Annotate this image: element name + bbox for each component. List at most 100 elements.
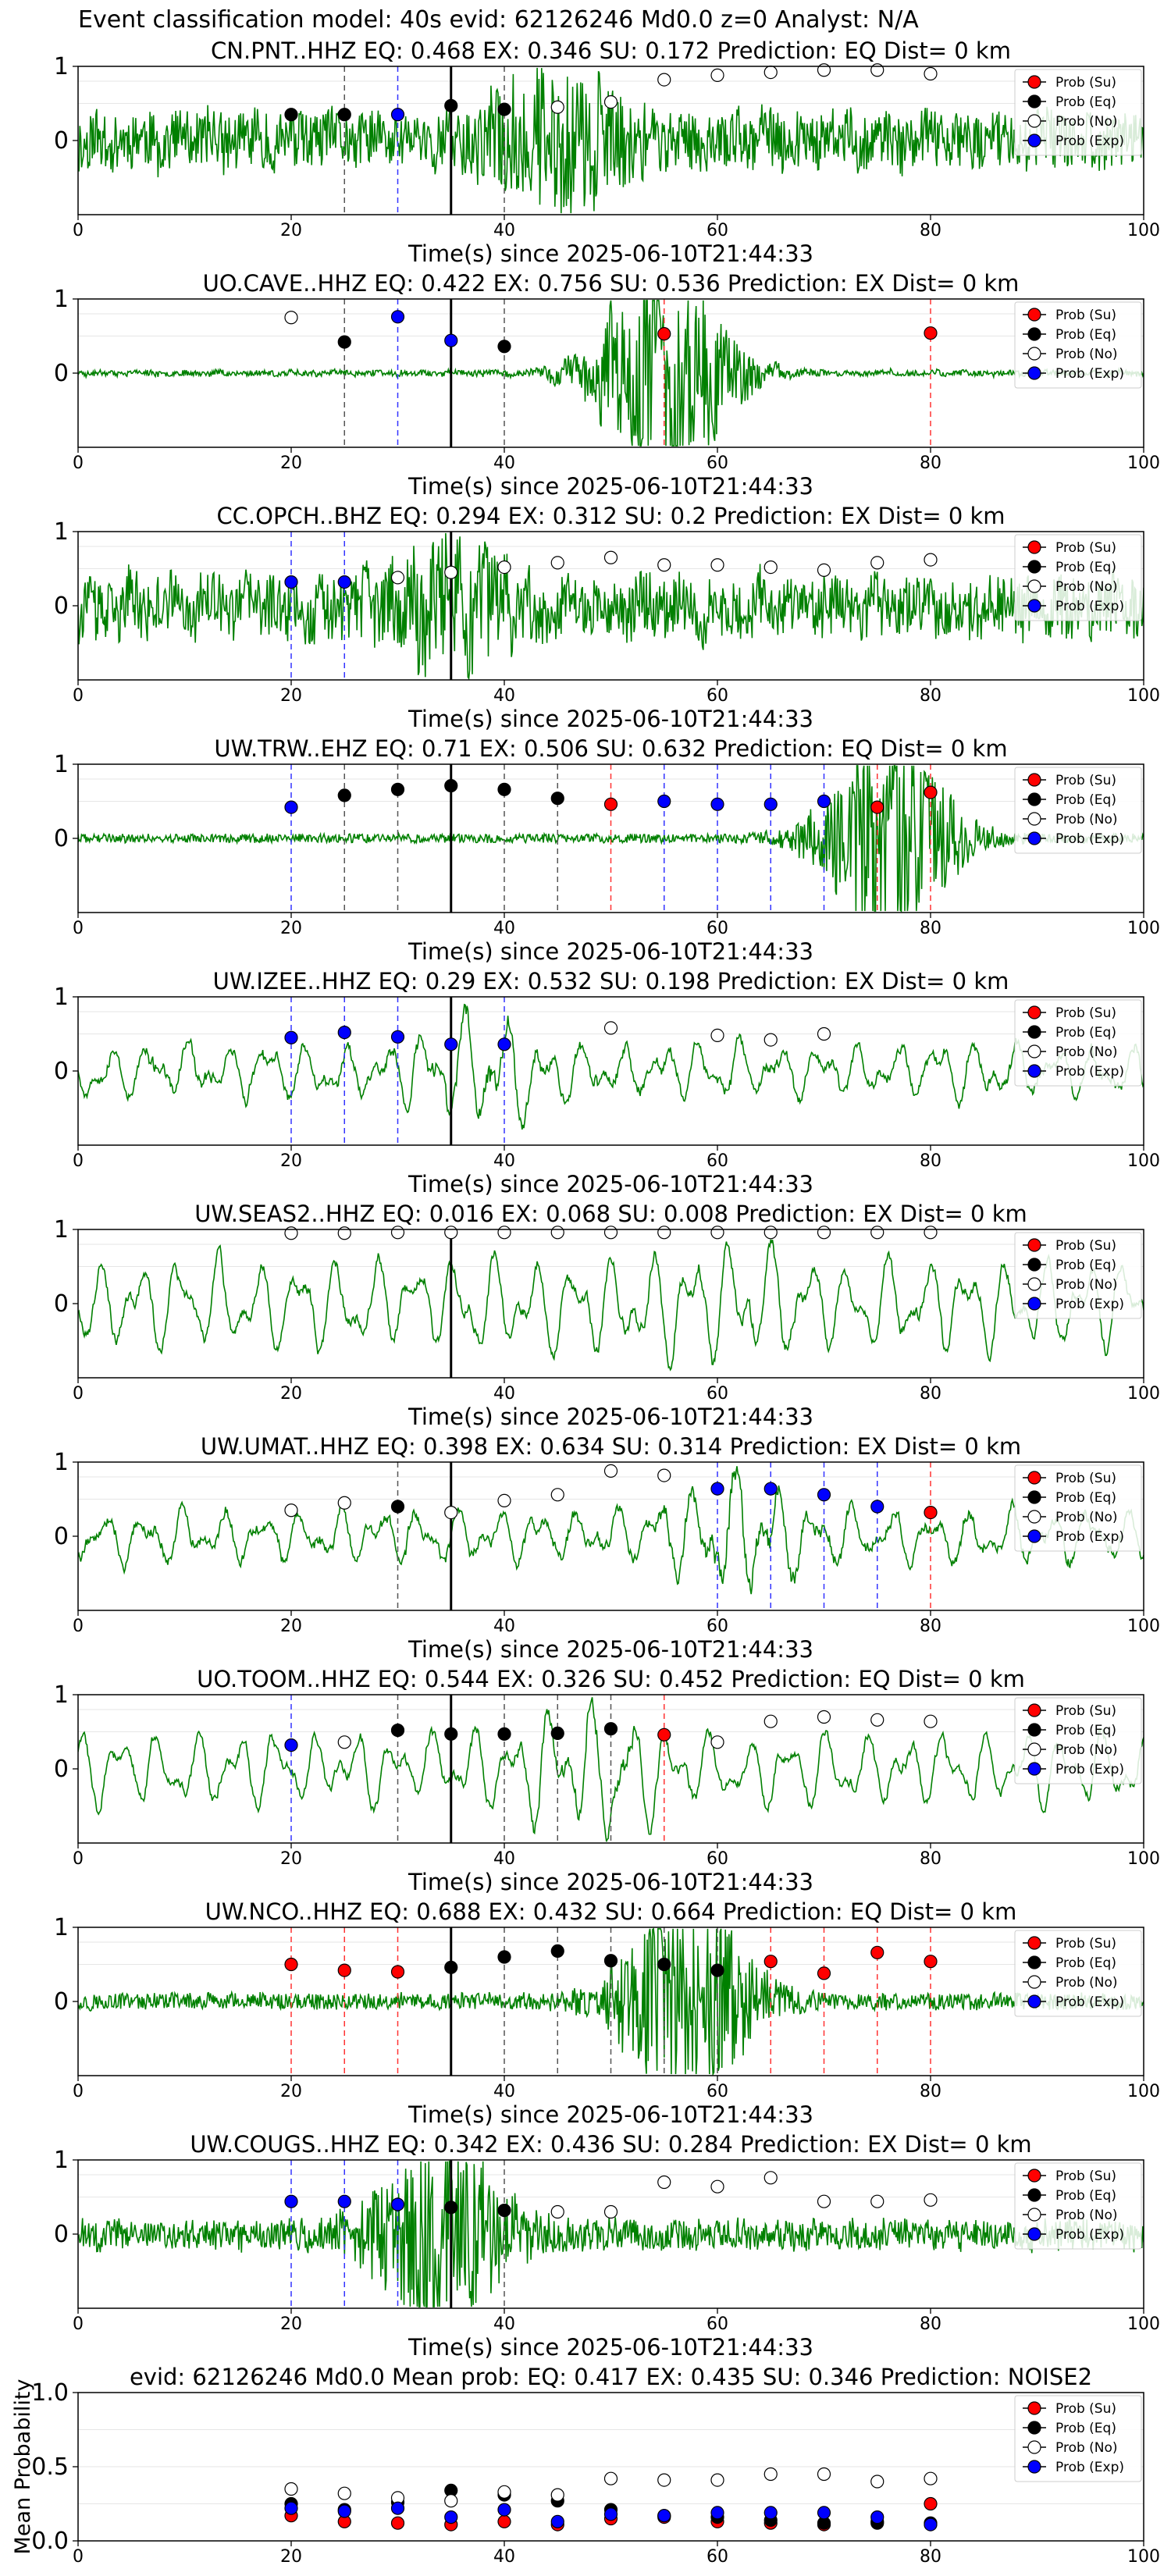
x-tick-label: 100 <box>1127 454 1160 473</box>
legend-box <box>1014 767 1142 854</box>
legend-label-exp: Prob (Exp) <box>1055 1064 1124 1080</box>
y-axis-label: Mean Probability <box>11 2379 35 2555</box>
probability-point <box>337 335 351 349</box>
x-tick-label: 80 <box>920 2082 941 2101</box>
legend-marker-su <box>1027 1238 1041 1252</box>
panel-data <box>78 1695 1144 1843</box>
panel-10: UW.COUGS..HHZ EQ: 0.342 EX: 0.436 SU: 0.… <box>54 2131 1160 2361</box>
legend-label-no: Prob (No) <box>1055 1510 1118 1525</box>
mean-probability-point <box>284 2482 298 2496</box>
probability-point <box>550 2204 564 2219</box>
mean-probability-point <box>763 2467 778 2482</box>
y-tick-label: 1.0 <box>31 2379 69 2407</box>
panel-8: UO.TOOM..HHZ EQ: 0.544 EX: 0.326 SU: 0.4… <box>54 1666 1160 1895</box>
legend-label-no: Prob (No) <box>1055 2440 1118 2456</box>
legend-marker-no <box>1027 1044 1041 1059</box>
legend-label-eq: Prob (Eq) <box>1055 792 1116 808</box>
probability-point <box>817 1026 831 1041</box>
x-tick-label: 60 <box>707 1617 728 1636</box>
legend-marker-su <box>1027 2401 1041 2415</box>
legend-marker-no <box>1027 579 1041 593</box>
panel-9: UW.NCO..HHZ EQ: 0.688 EX: 0.432 SU: 0.66… <box>54 1898 1160 2128</box>
probability-point <box>870 2194 884 2208</box>
legend-label-eq: Prob (Eq) <box>1055 1490 1116 1506</box>
probability-point <box>550 792 564 806</box>
panel-data <box>78 2393 1144 2504</box>
x-axis-label: Time(s) since 2025-06-10T21:44:33 <box>408 706 813 732</box>
probability-point <box>550 1488 564 1502</box>
legend-label-exp: Prob (Exp) <box>1055 599 1124 614</box>
legend-marker-exp <box>1027 1064 1041 1078</box>
probability-point <box>497 2204 511 2218</box>
x-axis-label: Time(s) since 2025-06-10T21:44:33 <box>408 1636 813 1663</box>
x-tick-label: 80 <box>920 1151 941 1171</box>
legend-label-su: Prob (Su) <box>1055 1703 1116 1719</box>
legend-label-exp: Prob (Exp) <box>1055 133 1124 149</box>
probability-point <box>657 558 671 572</box>
legend-label-no: Prob (No) <box>1055 1277 1118 1293</box>
legend-label-su: Prob (Su) <box>1055 540 1116 556</box>
legend-label-exp: Prob (Exp) <box>1055 831 1124 847</box>
probability-point <box>817 2194 831 2208</box>
mean-probability-point <box>497 2485 511 2499</box>
probability-point <box>497 1226 511 1240</box>
panel-11: evid: 62126246 Md0.0 Mean prob: EQ: 0.41… <box>11 2364 1160 2567</box>
legend-label-eq: Prob (Eq) <box>1055 1258 1116 1273</box>
legend-marker-su <box>1027 1471 1041 1485</box>
probability-point <box>550 100 564 114</box>
probability-point <box>870 1500 884 1514</box>
legend-marker-exp <box>1027 2460 1041 2474</box>
legend-label-eq: Prob (Eq) <box>1055 327 1116 343</box>
probability-point <box>603 1021 618 1035</box>
legend-marker-exp <box>1027 1297 1041 1311</box>
mean-probability-point <box>817 2467 831 2482</box>
x-tick-label: 40 <box>493 221 515 240</box>
x-tick-label: 80 <box>920 1384 941 1404</box>
probability-point <box>924 2193 938 2207</box>
panel-3: CC.OPCH..BHZ EQ: 0.294 EX: 0.312 SU: 0.2… <box>54 503 1160 732</box>
figure-suptitle: Event classification model: 40s evid: 62… <box>78 6 919 34</box>
panel-title: UW.COUGS..HHZ EQ: 0.342 EX: 0.436 SU: 0.… <box>190 2131 1031 2158</box>
legend-box <box>1014 1697 1142 1784</box>
probability-point <box>444 1960 458 1974</box>
x-tick-label: 40 <box>493 1384 515 1404</box>
probability-point <box>710 1963 724 1977</box>
probability-point <box>337 1735 351 1749</box>
probability-point <box>817 563 831 578</box>
legend-marker-eq <box>1027 327 1041 341</box>
x-tick-label: 20 <box>280 2547 302 2567</box>
probability-point <box>657 73 671 87</box>
y-tick-label: 1 <box>54 53 69 80</box>
x-tick-label: 80 <box>920 221 941 240</box>
legend-label-su: Prob (Su) <box>1055 1005 1116 1021</box>
mean-probability-point <box>337 2504 351 2518</box>
probability-point <box>710 2179 724 2194</box>
x-tick-label: 20 <box>280 2082 302 2101</box>
x-tick-label: 0 <box>73 2082 84 2101</box>
x-tick-label: 100 <box>1127 2082 1160 2101</box>
x-axis-label: Time(s) since 2025-06-10T21:44:33 <box>408 473 813 500</box>
legend-marker-no <box>1027 1510 1041 1524</box>
mean-probability-point <box>817 2506 831 2520</box>
legend-marker-su <box>1027 1703 1041 1717</box>
probability-point <box>870 800 884 814</box>
x-tick-label: 100 <box>1127 686 1160 706</box>
legend-box <box>1014 69 1142 156</box>
legend-marker-exp <box>1027 831 1041 845</box>
panel-title: UW.UMAT..HHZ EQ: 0.398 EX: 0.634 SU: 0.3… <box>201 1433 1021 1460</box>
probability-point <box>390 1965 405 1979</box>
x-tick-label: 40 <box>493 2082 515 2101</box>
probability-point <box>710 1735 724 1749</box>
legend-marker-no <box>1027 1277 1041 1291</box>
probability-point <box>337 108 351 122</box>
probability-point <box>924 553 938 567</box>
y-tick-label: 1 <box>54 1449 69 1476</box>
probability-point <box>817 794 831 809</box>
mean-probability-point <box>710 2506 724 2520</box>
x-tick-label: 0 <box>73 221 84 240</box>
x-tick-label: 20 <box>280 686 302 706</box>
panel-title: evid: 62126246 Md0.0 Mean prob: EQ: 0.41… <box>130 2364 1092 2390</box>
mean-probability-point <box>603 2471 618 2485</box>
probability-point <box>550 556 564 570</box>
probability-point <box>337 1226 351 1240</box>
